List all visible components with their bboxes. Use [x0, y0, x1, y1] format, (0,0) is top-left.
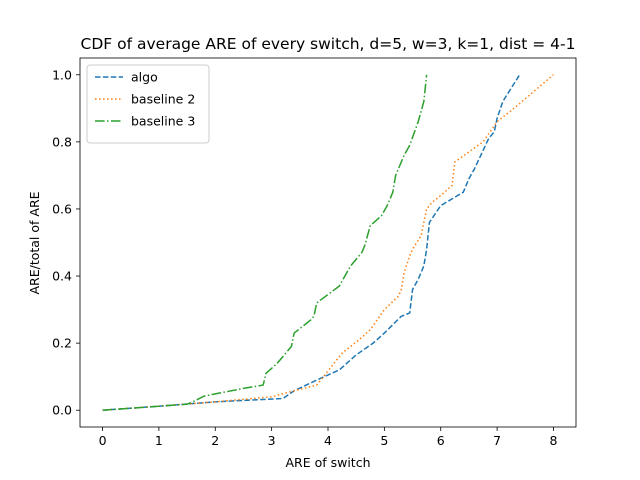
series-line-2	[102, 74, 554, 411]
legend-label-1: algo	[131, 70, 158, 85]
x-tick-label: 3	[268, 433, 276, 448]
legend-box	[86, 64, 210, 144]
x-axis-label: ARE of switch	[285, 455, 370, 470]
x-tick-label: 0	[99, 433, 107, 448]
y-tick-label: 0.8	[52, 134, 72, 149]
y-axis-label: ARE/total of ARE	[27, 191, 42, 294]
y-tick-label: 0.2	[52, 336, 72, 351]
legend-label-2: baseline 2	[131, 92, 195, 107]
y-tick-label: 1.0	[52, 67, 72, 82]
series-line-1	[102, 74, 521, 411]
x-tick-label: 8	[549, 433, 557, 448]
y-tick-label: 0.4	[52, 269, 72, 284]
y-tick-label: 0.6	[52, 201, 72, 216]
legend: algo baseline 2 baseline 3	[86, 64, 210, 144]
x-tick-label: 7	[493, 433, 501, 448]
legend-label-3: baseline 3	[131, 114, 195, 129]
x-tick-label: 1	[155, 433, 163, 448]
y-tick-label: 0.0	[52, 403, 72, 418]
chart-title: CDF of average ARE of every switch, d=5,…	[81, 35, 576, 53]
x-tick-label: 2	[211, 433, 219, 448]
x-tick-label: 5	[380, 433, 388, 448]
x-tick-label: 4	[324, 433, 332, 448]
x-tick-label: 6	[437, 433, 445, 448]
